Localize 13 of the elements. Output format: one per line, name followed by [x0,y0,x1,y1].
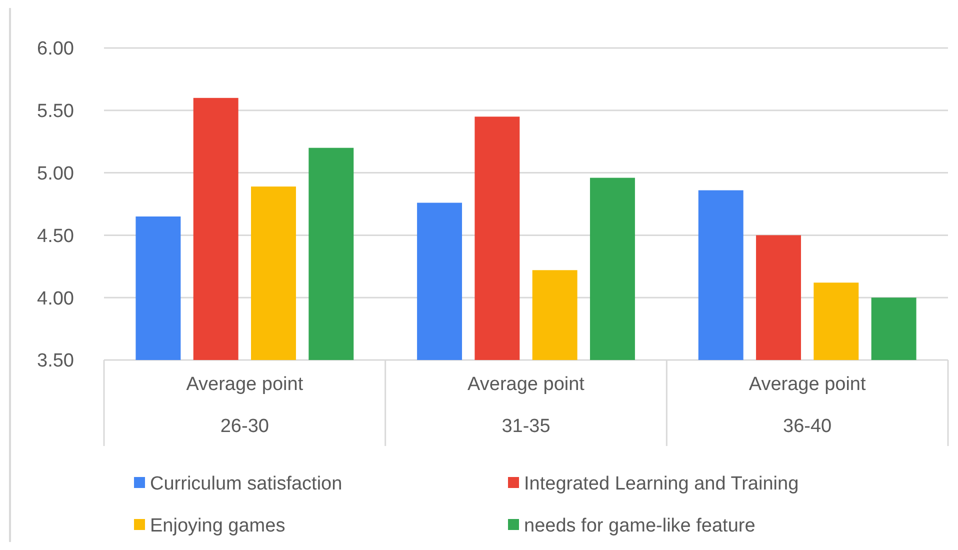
y-tick-label: 4.50 [37,226,74,247]
legend-label: Curriculum satisfaction [150,474,342,495]
legend-label: Integrated Learning and Training [524,474,799,495]
y-tick-label: 4.00 [37,288,74,310]
x-tick-label: Average point 26-30 [186,374,304,437]
y-tick-label: 6.00 [37,38,74,60]
legend-label: Enjoying games [150,516,286,537]
y-tick-label: 5.00 [37,163,74,184]
x-tick-label: Average point 31-35 [468,374,586,437]
legend-label: needs for game-like feature [524,516,756,537]
y-tick-label: 5.50 [37,101,74,122]
x-tick-label: Average point 36-40 [748,374,867,437]
y-tick-label: 3.50 [37,350,74,372]
